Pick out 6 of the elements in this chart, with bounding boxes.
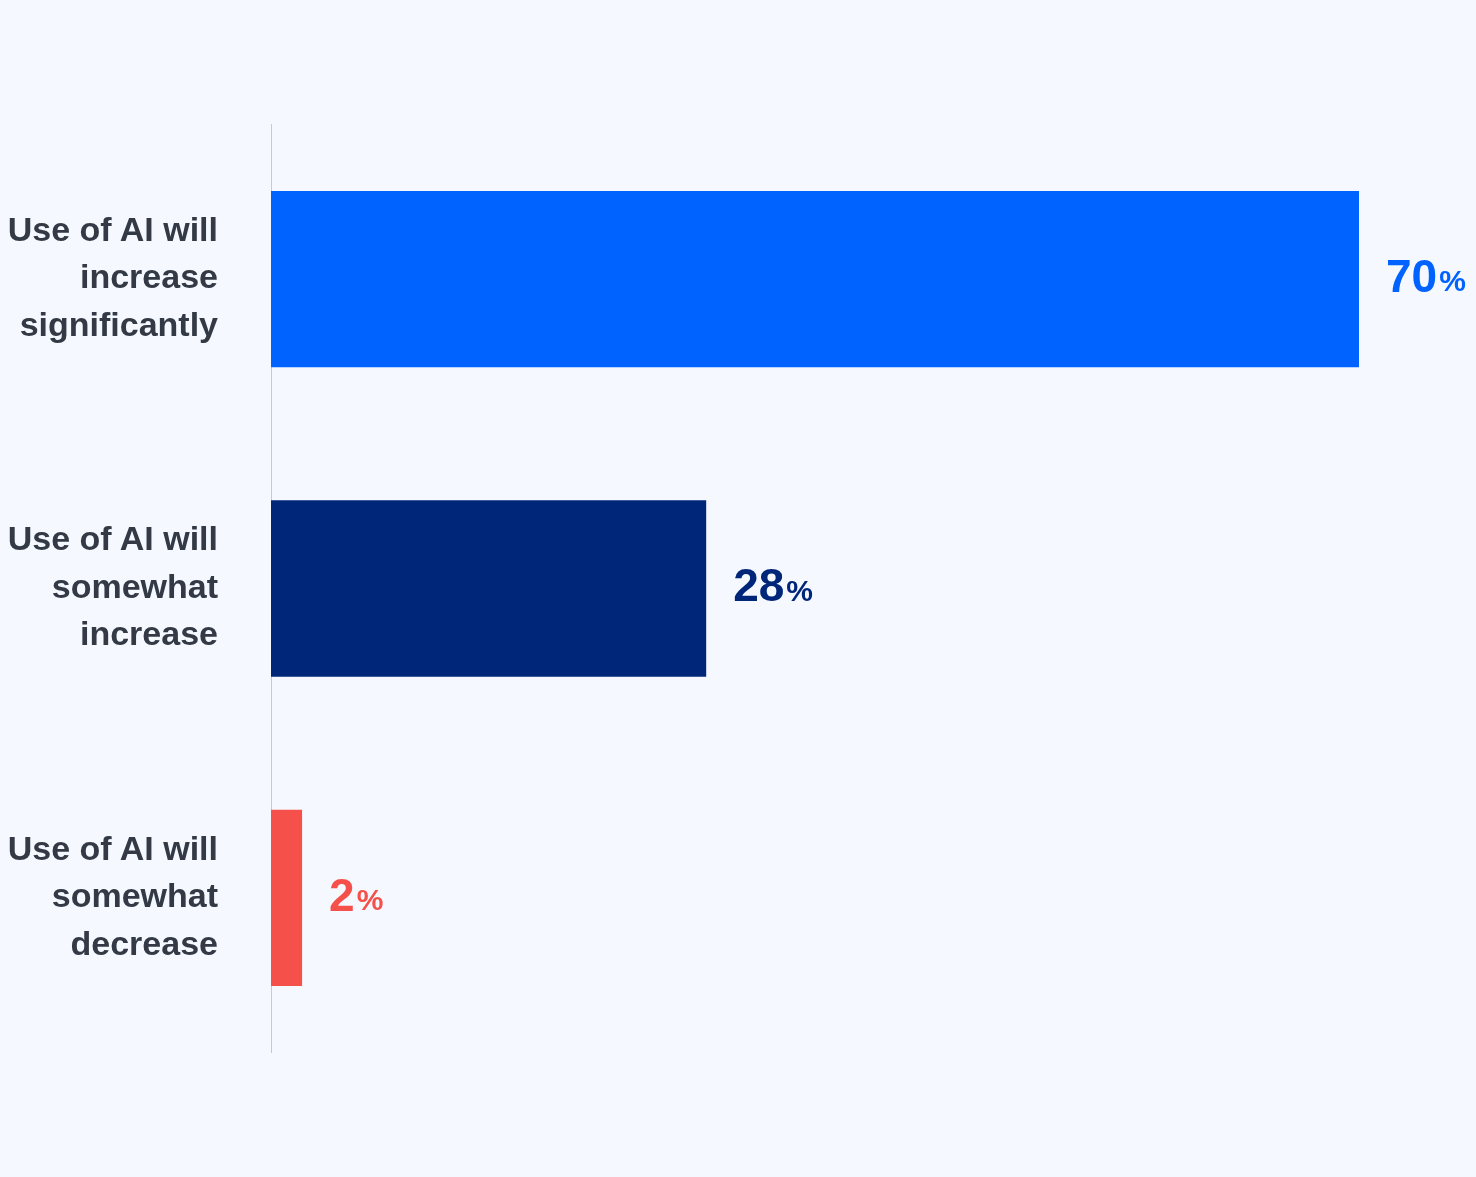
y-tick-label: Use of AI will increase significantly — [7, 209, 219, 344]
data-label: 28% — [733, 559, 814, 612]
y-tick-label: Use of AI will somewhat increase — [7, 519, 218, 653]
data-label: 2% — [329, 868, 384, 921]
data-label: 70% — [1386, 249, 1466, 302]
y-tick-label: Use of AI will somewhat decrease — [7, 828, 218, 962]
